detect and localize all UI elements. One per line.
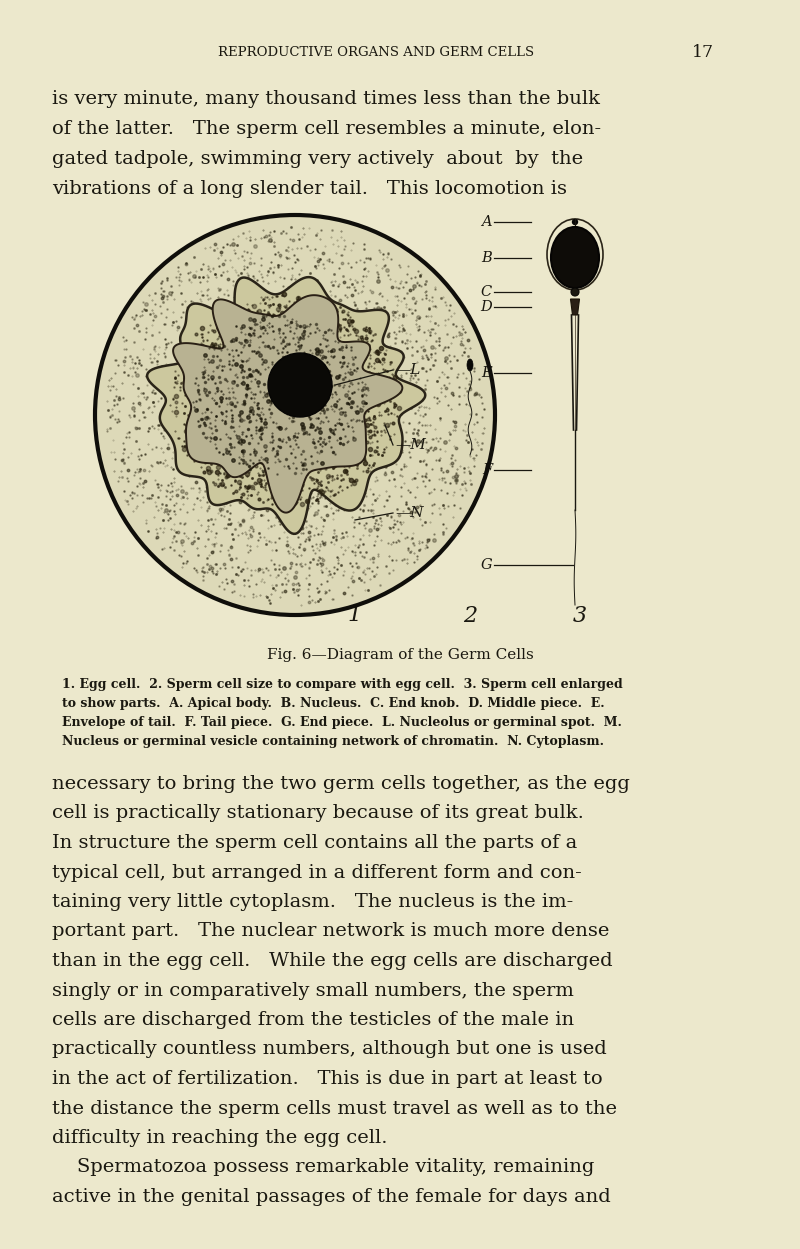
Text: B: B	[482, 251, 492, 265]
Text: REPRODUCTIVE ORGANS AND GERM CELLS: REPRODUCTIVE ORGANS AND GERM CELLS	[218, 45, 534, 59]
Text: is very minute, many thousand times less than the bulk: is very minute, many thousand times less…	[52, 90, 600, 107]
Text: cells are discharged from the testicles of the male in: cells are discharged from the testicles …	[52, 1010, 574, 1029]
Text: 2: 2	[463, 605, 477, 627]
Circle shape	[268, 353, 332, 417]
Text: of the latter.   The sperm cell resembles a minute, elon-: of the latter. The sperm cell resembles …	[52, 120, 601, 137]
Circle shape	[95, 215, 495, 615]
Ellipse shape	[467, 358, 473, 371]
Text: —M: —M	[395, 438, 426, 452]
Text: in the act of fertilization.   This is due in part at least to: in the act of fertilization. This is due…	[52, 1070, 602, 1088]
Text: practically countless numbers, although but one is used: practically countless numbers, although …	[52, 1040, 606, 1058]
Text: vibrations of a long slender tail.   This locomotion is: vibrations of a long slender tail. This …	[52, 180, 567, 199]
Text: F: F	[482, 463, 492, 477]
Text: Fig. 6—Diagram of the Germ Cells: Fig. 6—Diagram of the Germ Cells	[266, 648, 534, 662]
Text: difficulty in reaching the egg cell.: difficulty in reaching the egg cell.	[52, 1129, 387, 1147]
Text: taining very little cytoplasm.   The nucleus is the im-: taining very little cytoplasm. The nucle…	[52, 893, 574, 911]
Text: Nucleus or germinal vesicle containing network of chromatin.  N. Cytoplasm.: Nucleus or germinal vesicle containing n…	[62, 734, 604, 748]
Text: 17: 17	[692, 44, 714, 60]
Text: 1. Egg cell.  2. Sperm cell size to compare with egg cell.  3. Sperm cell enlarg: 1. Egg cell. 2. Sperm cell size to compa…	[62, 678, 622, 691]
Text: In structure the sperm cell contains all the parts of a: In structure the sperm cell contains all…	[52, 834, 578, 852]
Text: 1: 1	[348, 605, 362, 626]
Text: typical cell, but arranged in a different form and con-: typical cell, but arranged in a differen…	[52, 863, 582, 882]
Text: necessary to bring the two germ cells together, as the egg: necessary to bring the two germ cells to…	[52, 774, 630, 793]
Text: E: E	[482, 366, 492, 380]
Text: cell is practically stationary because of its great bulk.: cell is practically stationary because o…	[52, 804, 584, 823]
Text: the distance the sperm cells must travel as well as to the: the distance the sperm cells must travel…	[52, 1099, 617, 1118]
Text: —L: —L	[395, 363, 420, 377]
Text: active in the genital passages of the female for days and: active in the genital passages of the fe…	[52, 1188, 610, 1207]
Text: C: C	[481, 285, 492, 299]
Polygon shape	[147, 277, 426, 533]
Text: portant part.   The nuclear network is much more dense: portant part. The nuclear network is muc…	[52, 923, 610, 940]
Text: —N: —N	[395, 506, 424, 520]
Text: Spermatozoa possess remarkable vitality, remaining: Spermatozoa possess remarkable vitality,…	[52, 1159, 594, 1177]
Text: G: G	[480, 558, 492, 572]
Polygon shape	[173, 295, 402, 512]
Polygon shape	[570, 299, 579, 315]
Circle shape	[571, 289, 579, 296]
Text: than in the egg cell.   While the egg cells are discharged: than in the egg cell. While the egg cell…	[52, 952, 613, 970]
Text: D: D	[480, 300, 492, 313]
Text: Envelope of tail.  F. Tail piece.  G. End piece.  L. Nucleolus or germinal spot.: Envelope of tail. F. Tail piece. G. End …	[62, 716, 622, 729]
Text: gated tadpole, swimming very actively  about  by  the: gated tadpole, swimming very actively ab…	[52, 150, 583, 169]
Text: singly or in comparatively small numbers, the sperm: singly or in comparatively small numbers…	[52, 982, 574, 999]
Ellipse shape	[551, 227, 599, 289]
Text: A: A	[482, 215, 492, 229]
Text: 3: 3	[573, 605, 587, 627]
Ellipse shape	[573, 220, 578, 225]
Text: to show parts.  A. Apical body.  B. Nucleus.  C. End knob.  D. Middle piece.  E.: to show parts. A. Apical body. B. Nucleu…	[62, 697, 605, 709]
